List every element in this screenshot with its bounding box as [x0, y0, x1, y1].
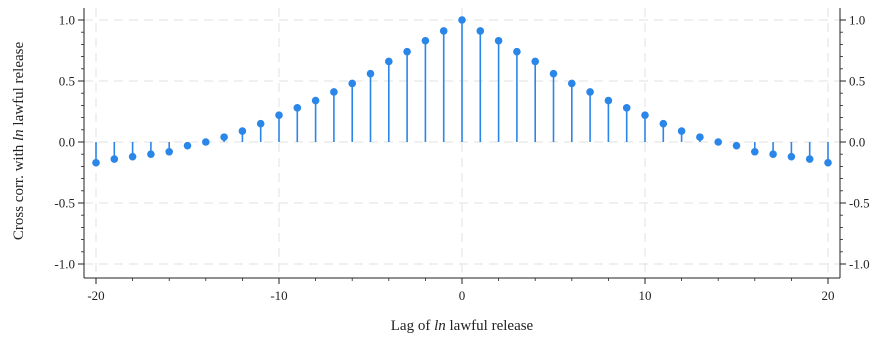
- stem-marker: [549, 69, 558, 78]
- x-tick-label: 0: [459, 288, 466, 303]
- y-axis-title: Cross corr. with ln lawful release: [11, 42, 27, 241]
- stem-marker: [275, 111, 283, 119]
- stem-marker: [165, 147, 173, 156]
- stem-marker: [824, 158, 832, 167]
- stem-marker: [128, 152, 137, 161]
- stem-series: [92, 16, 832, 167]
- y-tick-label-right: 0.0: [849, 135, 865, 150]
- y-tick-label-left: 1.0: [59, 13, 75, 28]
- axes: [78, 8, 846, 284]
- stem-marker: [348, 79, 357, 88]
- stem-marker: [421, 36, 430, 45]
- stem-marker: [366, 69, 375, 78]
- stem-marker: [494, 36, 503, 45]
- y-tick-label-left: 0.0: [59, 135, 75, 150]
- tick-labels: -1.0 -1.0 -0.5 -0.5 0.0 0.0 0.5 0.5 1.0 1.0 -20 -10…: [54, 13, 869, 304]
- stem-marker: [385, 57, 393, 66]
- stem-marker: [677, 127, 686, 135]
- y-tick-label-right: 0.5: [849, 74, 865, 89]
- stem-marker: [805, 155, 814, 163]
- x-tick-label: 20: [822, 288, 835, 303]
- stem-marker: [311, 96, 320, 105]
- x-tick-label: 10: [639, 288, 652, 303]
- stem-marker: [568, 79, 576, 88]
- stem-marker: [696, 133, 704, 141]
- stem-marker: [604, 96, 613, 105]
- x-axis-title: Lag of ln lawful release: [391, 318, 534, 334]
- stem-marker: [641, 111, 649, 119]
- x-tick-label: -20: [87, 288, 104, 303]
- stem-marker: [476, 27, 485, 35]
- stem-marker: [659, 119, 668, 128]
- y-tick-label-left: -0.5: [54, 196, 75, 211]
- x-tick-label: -10: [270, 288, 287, 303]
- y-tick-label-left: -1.0: [54, 257, 75, 272]
- stem-marker: [183, 141, 192, 150]
- stem-marker: [110, 155, 119, 163]
- stem-marker: [458, 16, 466, 24]
- stem-marker: [439, 27, 448, 35]
- stem-marker: [769, 150, 777, 158]
- stem-marker: [531, 57, 539, 66]
- stem-marker: [787, 152, 796, 161]
- stem-marker: [513, 47, 521, 56]
- y-tick-label-right: 1.0: [849, 13, 865, 28]
- stem-marker: [714, 138, 722, 146]
- stem-marker: [202, 138, 210, 146]
- stem-marker: [220, 133, 228, 141]
- stem-marker: [751, 147, 759, 156]
- stem-marker: [256, 119, 265, 128]
- stem-marker: [403, 47, 411, 56]
- y-tick-label-right: -0.5: [849, 196, 870, 211]
- stem-marker: [238, 127, 247, 135]
- stem-marker: [147, 150, 155, 158]
- stem-marker: [330, 88, 338, 96]
- y-tick-label-left: 0.5: [59, 74, 75, 89]
- stem-marker: [586, 88, 594, 96]
- stem-marker: [622, 104, 631, 112]
- stem-marker: [293, 104, 302, 112]
- stem-marker: [92, 158, 100, 167]
- stem-marker: [732, 141, 741, 150]
- y-tick-label-right: -1.0: [849, 257, 870, 272]
